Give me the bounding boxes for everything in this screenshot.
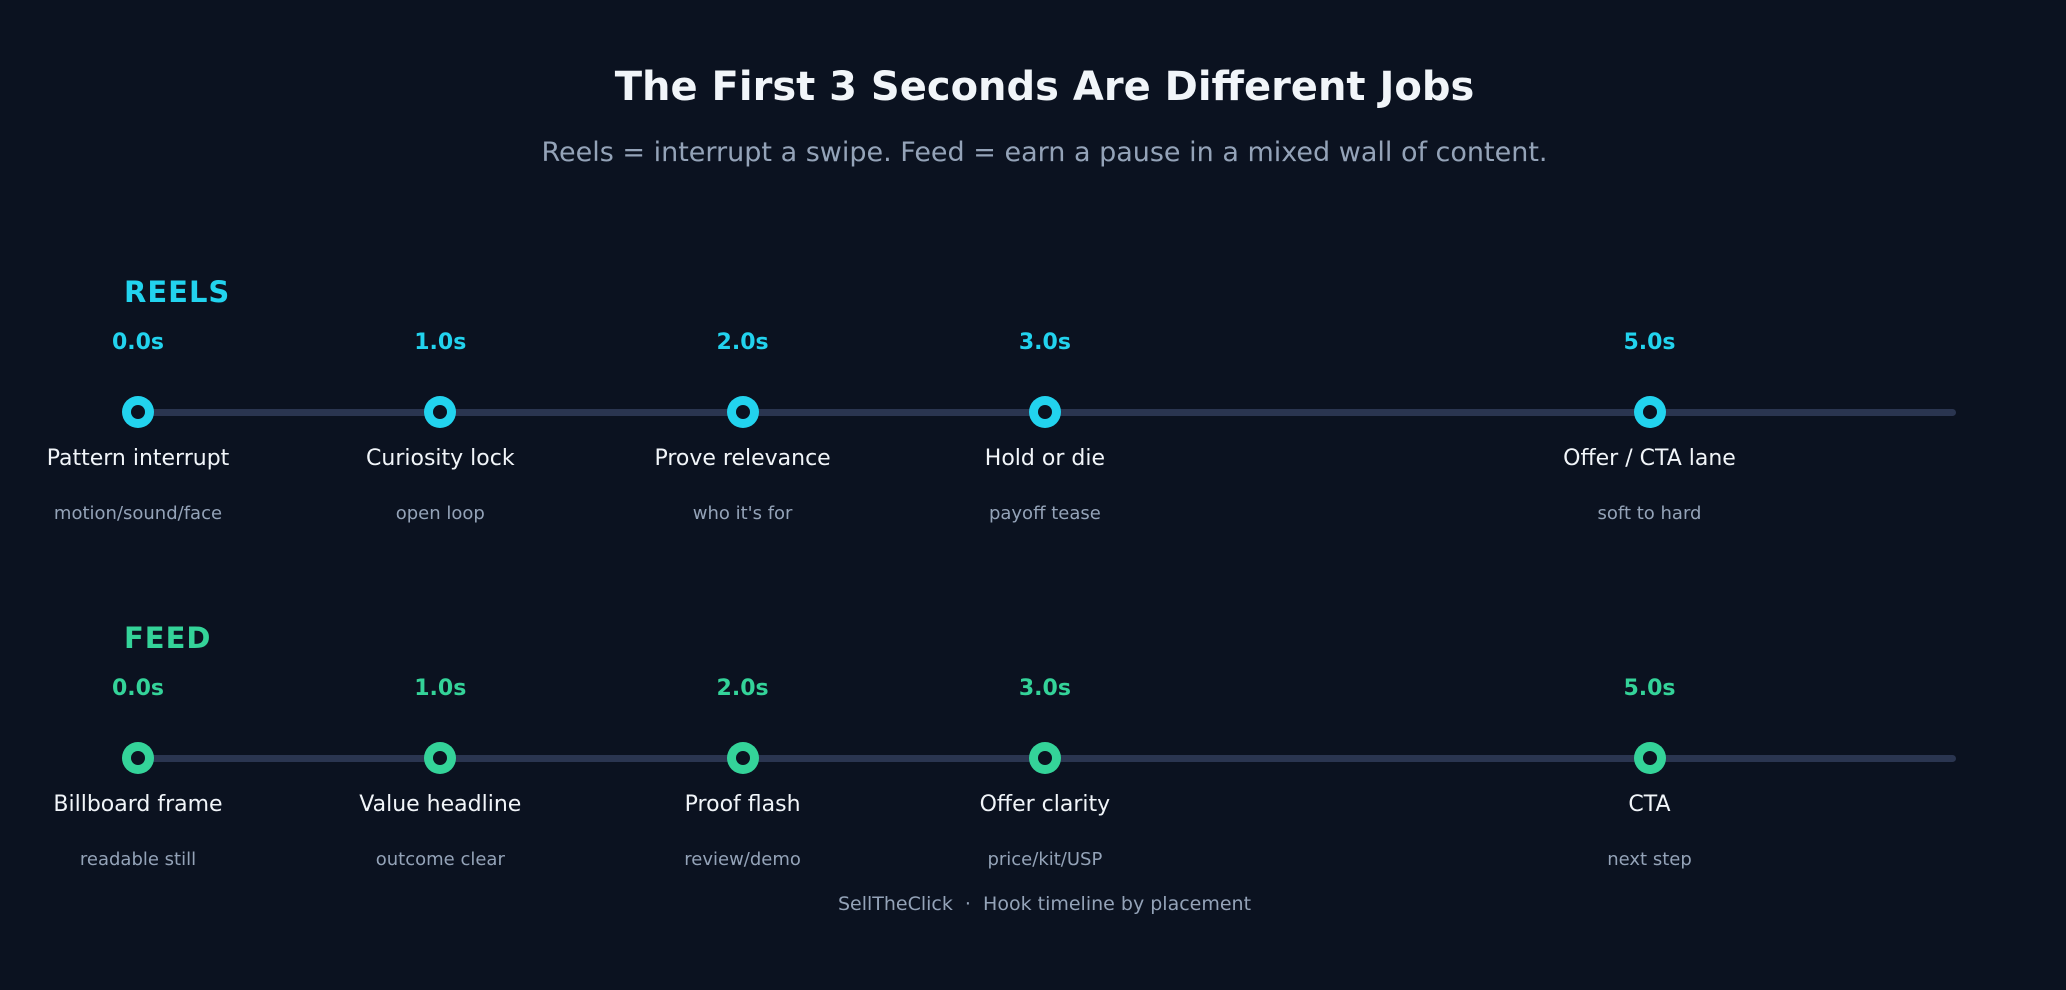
feed-stop-label: Value headline	[359, 792, 522, 817]
reels-stop-time: 3.0s	[1018, 330, 1071, 355]
reels-stop-sublabel: open loop	[395, 503, 485, 524]
reels-stop-node	[424, 396, 457, 428]
page-title: The First 3 Seconds Are Different Jobs	[614, 64, 1475, 110]
feed-stop-label: Proof flash	[684, 792, 801, 817]
reels-stop-node	[726, 396, 759, 428]
reels-lane-title: REELS	[124, 275, 231, 309]
reels-stop-time: 0.0s	[111, 330, 165, 355]
feed-stop-time: 1.0s	[414, 676, 467, 701]
reels-stop-label: Hold or die	[984, 446, 1105, 471]
lane-feed: FEED 0.0s Billboard frame readable still 1.0…	[0, 618, 2066, 938]
reels-stop-sublabel: soft to hard	[1597, 503, 1702, 524]
feed-stop-time: 3.0s	[1018, 676, 1071, 701]
feed-stop-sublabel: readable still	[79, 849, 197, 870]
reels-stop-time: 5.0s	[1623, 330, 1676, 355]
reels-stop-label: Prove relevance	[654, 446, 831, 471]
feed-stop-label: CTA	[1628, 792, 1671, 817]
page-subtitle: Reels = interrupt a swipe. Feed = earn a…	[541, 137, 1548, 168]
feed-stop-label: Billboard frame	[53, 792, 223, 817]
reels-stop-node	[1028, 396, 1061, 428]
feed-stop-node	[122, 742, 154, 774]
reels-stop-sublabel: payoff tease	[988, 503, 1101, 524]
feed-stop-sublabel: price/kit/USP	[987, 849, 1103, 870]
feed-stop-node	[1028, 742, 1061, 774]
feed-stop-sublabel: review/demo	[684, 849, 801, 870]
feed-stop-sublabel: outcome clear	[375, 849, 505, 870]
lane-reels: REELS 0.0s Pattern interrupt motion/sound/f…	[0, 272, 2066, 592]
reels-stop-time: 2.0s	[716, 330, 769, 355]
reels-stop-node	[1633, 396, 1666, 428]
feed-stop-node	[726, 742, 759, 774]
reels-stop-label: Pattern interrupt	[46, 446, 230, 471]
feed-stop-node	[1633, 742, 1666, 774]
feed-stop-time: 2.0s	[716, 676, 769, 701]
feed-stop-node	[424, 742, 457, 774]
reels-stop-label: Offer / CTA lane	[1563, 446, 1736, 471]
reels-stop-label: Curiosity lock	[366, 446, 515, 471]
reels-stop-sublabel: who it's for	[692, 503, 793, 524]
feed-stop-time: 5.0s	[1623, 676, 1676, 701]
feed-stop-time: 0.0s	[111, 676, 165, 701]
feed-stop-sublabel: next step	[1607, 849, 1692, 870]
feed-stop-label: Offer clarity	[979, 792, 1111, 817]
feed-lane-title: FEED	[124, 621, 212, 655]
reels-stop-time: 1.0s	[414, 330, 467, 355]
reels-stop-node	[122, 396, 154, 428]
footer-credit: SellTheClick · Hook timeline by placemen…	[837, 893, 1252, 915]
reels-stop-sublabel: motion/sound/face	[53, 503, 223, 524]
